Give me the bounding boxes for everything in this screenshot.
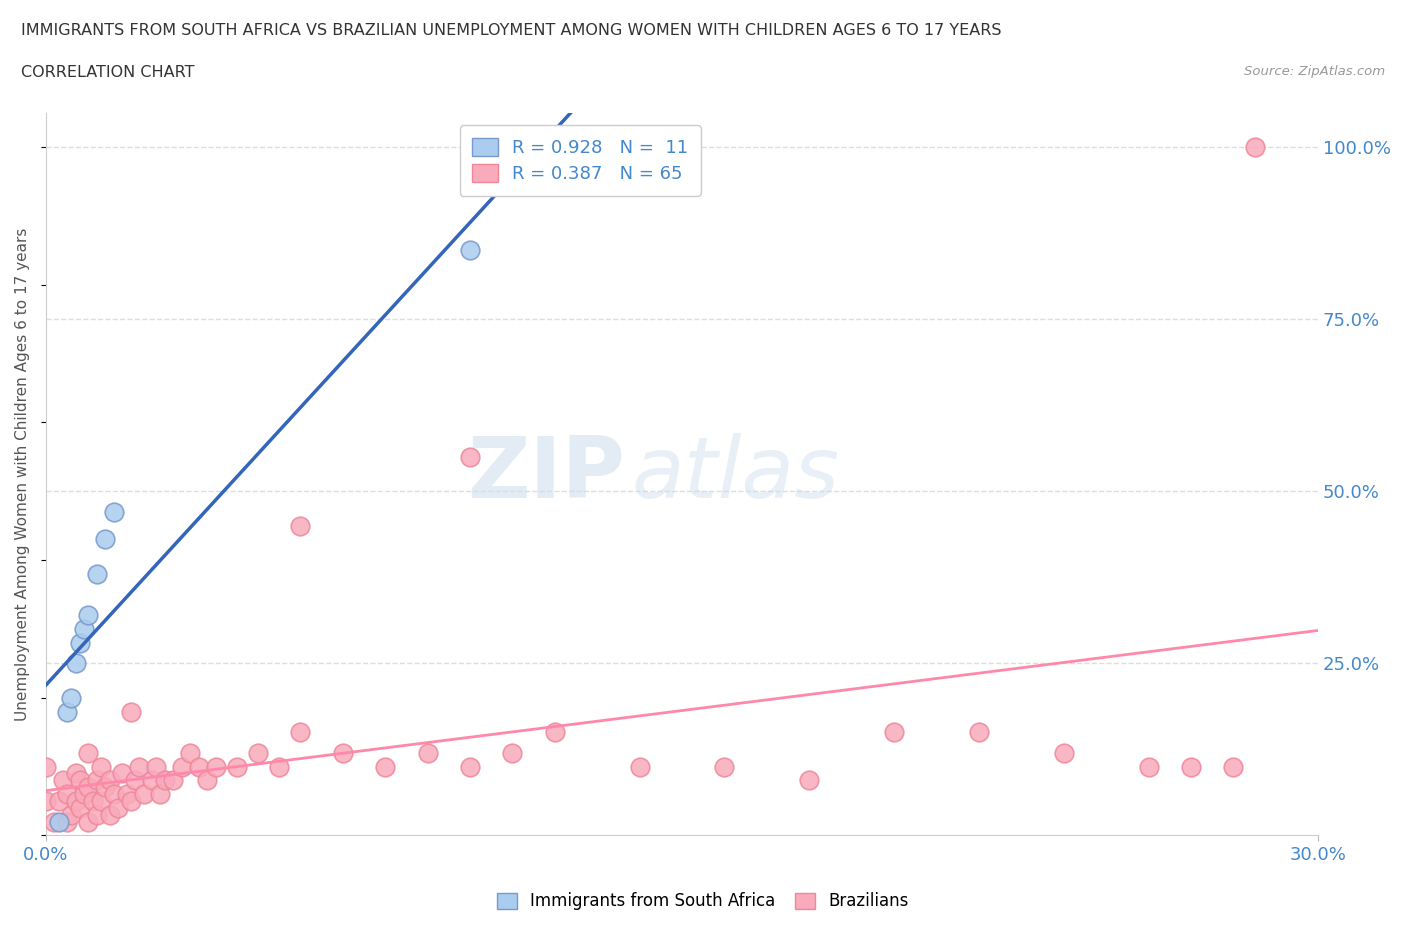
Text: atlas: atlas [631, 432, 839, 515]
Point [44, 815, 66, 830]
Legend: R = 0.928   N =  11, R = 0.387   N = 65: R = 0.928 N = 11, R = 0.387 N = 65 [460, 126, 700, 195]
Point [73, 787, 96, 802]
Point [77, 780, 100, 795]
Point [103, 504, 125, 519]
Point [128, 759, 150, 774]
Point [124, 773, 146, 788]
Point [544, 724, 567, 739]
Point [1222, 759, 1244, 774]
Point [56, 787, 79, 802]
Point [90, 759, 112, 774]
Point [195, 773, 218, 788]
Point [82, 793, 104, 808]
Legend: Immigrants from South Africa, Brazilians: Immigrants from South Africa, Brazilians [491, 885, 915, 917]
Point [883, 724, 905, 739]
Point [86, 566, 108, 581]
Point [290, 518, 312, 533]
Point [86, 807, 108, 822]
Point [1180, 759, 1202, 774]
Point [56, 704, 79, 719]
Point [416, 745, 439, 760]
Point [111, 766, 134, 781]
Point [1053, 745, 1076, 760]
Text: Source: ZipAtlas.com: Source: ZipAtlas.com [1244, 65, 1385, 78]
Point [1243, 140, 1265, 154]
Point [86, 773, 108, 788]
Point [94, 780, 117, 795]
Y-axis label: Unemployment Among Women with Children Ages 6 to 17 years: Unemployment Among Women with Children A… [15, 227, 30, 721]
Point [69, 773, 91, 788]
Point [98, 773, 121, 788]
Point [458, 449, 481, 464]
Point [56, 815, 79, 830]
Text: IMMIGRANTS FROM SOUTH AFRICA VS BRAZILIAN UNEMPLOYMENT AMONG WOMEN WITH CHILDREN: IMMIGRANTS FROM SOUTH AFRICA VS BRAZILIA… [21, 23, 1001, 38]
Point [52, 773, 75, 788]
Point [225, 759, 247, 774]
Point [799, 773, 821, 788]
Point [153, 773, 176, 788]
Point [90, 793, 112, 808]
Point [204, 759, 226, 774]
Point [60, 690, 83, 705]
Point [145, 759, 167, 774]
Point [60, 807, 83, 822]
Point [69, 635, 91, 650]
Point [290, 724, 312, 739]
Point [269, 759, 291, 774]
Point [374, 759, 396, 774]
Point [103, 787, 125, 802]
Text: ZIP: ZIP [467, 432, 624, 515]
Point [77, 607, 100, 622]
Point [98, 807, 121, 822]
Text: CORRELATION CHART: CORRELATION CHART [21, 65, 194, 80]
Point [501, 745, 523, 760]
Point [628, 759, 651, 774]
Point [48, 793, 70, 808]
Point [149, 787, 172, 802]
Point [77, 745, 100, 760]
Point [332, 745, 354, 760]
Point [35, 793, 58, 808]
Point [458, 759, 481, 774]
Point [69, 801, 91, 816]
Point [162, 773, 184, 788]
Point [35, 759, 58, 774]
Point [94, 532, 117, 547]
Point [187, 759, 209, 774]
Point [132, 787, 155, 802]
Point [458, 243, 481, 258]
Point [967, 724, 990, 739]
Point [120, 793, 142, 808]
Point [179, 745, 201, 760]
Point [1137, 759, 1160, 774]
Point [65, 793, 87, 808]
Point [73, 621, 96, 636]
Point [107, 801, 129, 816]
Point [65, 766, 87, 781]
Point [120, 704, 142, 719]
Point [713, 759, 735, 774]
Point [141, 773, 163, 788]
Point [48, 815, 70, 830]
Point [246, 745, 269, 760]
Point [65, 656, 87, 671]
Point [170, 759, 193, 774]
Point [77, 815, 100, 830]
Point [115, 787, 138, 802]
